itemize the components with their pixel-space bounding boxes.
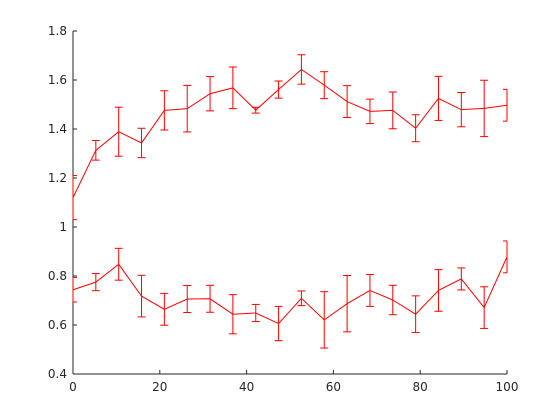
- error-bar: [72, 175, 77, 221]
- y-tick-label: 1.8: [48, 24, 67, 38]
- y-tick-label: 1.2: [48, 171, 67, 185]
- axes-layer: 0 20 40 60 80 100 0.4 0.6 0.8 1 1.2 1.4 1.6 1.8: [48, 24, 519, 394]
- series-2: [72, 240, 508, 349]
- y-tick-label: 1.6: [48, 73, 67, 87]
- series-layer: [72, 54, 508, 349]
- y-tick-label: 1.4: [48, 122, 67, 136]
- series-1: [72, 54, 508, 221]
- x-tick-label: 100: [496, 380, 519, 394]
- y-tick-label: 0.8: [48, 269, 67, 283]
- x-tick-label: 80: [413, 380, 428, 394]
- series-line: [72, 68, 508, 198]
- y-tick-label: 0.6: [48, 318, 67, 332]
- x-tick-label: 20: [152, 380, 167, 394]
- y-tick-label: 1: [59, 220, 67, 234]
- x-tick-label: 0: [69, 380, 77, 394]
- error-bar: [503, 240, 508, 274]
- y-tick-label: 0.4: [48, 367, 67, 381]
- x-tick-label: 40: [239, 380, 254, 394]
- x-tick-label: 60: [326, 380, 341, 394]
- series-line: [72, 256, 508, 325]
